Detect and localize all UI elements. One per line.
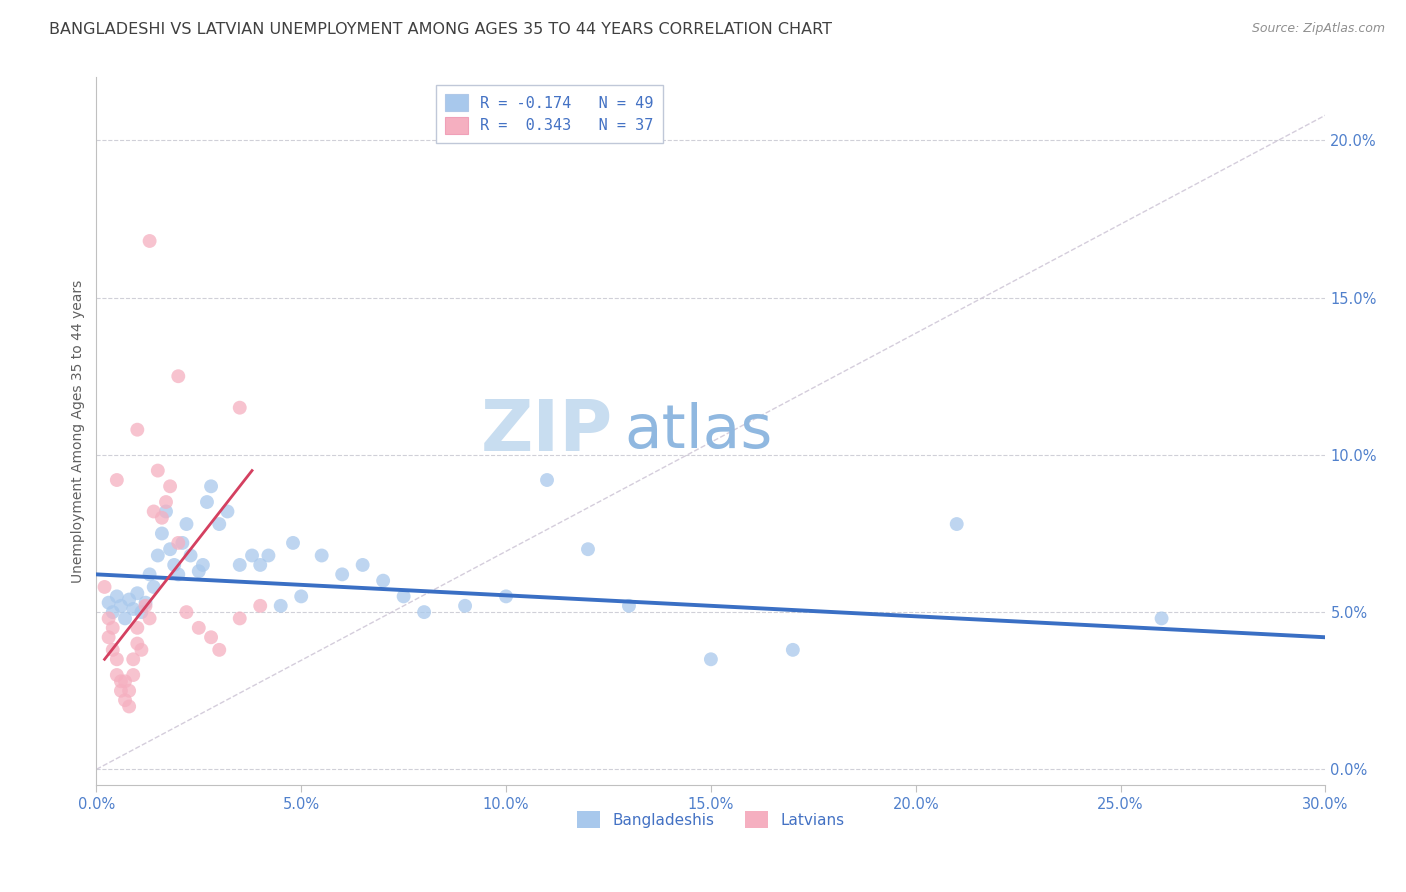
Point bbox=[392, 590, 415, 604]
Y-axis label: Unemployment Among Ages 35 to 44 years: Unemployment Among Ages 35 to 44 years bbox=[72, 279, 86, 582]
Point bbox=[167, 369, 190, 384]
Point bbox=[945, 516, 967, 531]
Point bbox=[229, 401, 252, 415]
Point bbox=[270, 599, 292, 613]
Point bbox=[413, 605, 436, 619]
Point bbox=[217, 504, 239, 518]
Point bbox=[240, 549, 263, 563]
Point bbox=[249, 558, 271, 572]
Point bbox=[93, 580, 115, 594]
Point bbox=[134, 596, 156, 610]
Text: atlas: atlas bbox=[624, 401, 773, 461]
Point bbox=[110, 683, 132, 698]
Point bbox=[536, 473, 558, 487]
Point bbox=[257, 549, 280, 563]
Point bbox=[249, 599, 271, 613]
Point bbox=[208, 643, 231, 657]
Legend: Bangladeshis, Latvians: Bangladeshis, Latvians bbox=[571, 805, 851, 834]
Point bbox=[311, 549, 333, 563]
Point bbox=[163, 558, 186, 572]
Point bbox=[167, 536, 190, 550]
Text: Source: ZipAtlas.com: Source: ZipAtlas.com bbox=[1251, 22, 1385, 36]
Point bbox=[150, 526, 173, 541]
Point bbox=[155, 495, 177, 509]
Point bbox=[134, 599, 156, 613]
Point bbox=[114, 693, 136, 707]
Point bbox=[97, 630, 120, 644]
Point bbox=[229, 558, 252, 572]
Point bbox=[195, 495, 218, 509]
Point bbox=[118, 683, 141, 698]
Point bbox=[172, 536, 194, 550]
Point bbox=[700, 652, 723, 666]
Point bbox=[138, 234, 160, 248]
Text: ZIP: ZIP bbox=[481, 397, 613, 466]
Point bbox=[101, 621, 124, 635]
Point bbox=[200, 630, 222, 644]
Point bbox=[105, 652, 128, 666]
Point bbox=[127, 621, 149, 635]
Point bbox=[122, 668, 145, 682]
Point bbox=[131, 643, 153, 657]
Point bbox=[110, 599, 132, 613]
Point bbox=[122, 602, 145, 616]
Point bbox=[105, 668, 128, 682]
Point bbox=[576, 542, 599, 557]
Text: BANGLADESHI VS LATVIAN UNEMPLOYMENT AMONG AGES 35 TO 44 YEARS CORRELATION CHART: BANGLADESHI VS LATVIAN UNEMPLOYMENT AMON… bbox=[49, 22, 832, 37]
Point bbox=[200, 479, 222, 493]
Point bbox=[187, 564, 209, 578]
Point bbox=[229, 611, 252, 625]
Point bbox=[352, 558, 374, 572]
Point bbox=[180, 549, 202, 563]
Point bbox=[454, 599, 477, 613]
Point bbox=[159, 542, 181, 557]
Point bbox=[127, 586, 149, 600]
Point bbox=[208, 516, 231, 531]
Point bbox=[281, 536, 304, 550]
Point bbox=[330, 567, 353, 582]
Point bbox=[127, 636, 149, 650]
Point bbox=[176, 516, 198, 531]
Point bbox=[142, 580, 165, 594]
Point bbox=[101, 643, 124, 657]
Point bbox=[617, 599, 640, 613]
Point bbox=[105, 590, 128, 604]
Point bbox=[373, 574, 395, 588]
Point bbox=[187, 621, 209, 635]
Point bbox=[97, 596, 120, 610]
Point bbox=[191, 558, 214, 572]
Point bbox=[97, 611, 120, 625]
Point bbox=[114, 674, 136, 689]
Point bbox=[118, 592, 141, 607]
Point bbox=[110, 674, 132, 689]
Point bbox=[159, 479, 181, 493]
Point bbox=[176, 605, 198, 619]
Point bbox=[142, 504, 165, 518]
Point bbox=[105, 473, 128, 487]
Point bbox=[146, 549, 169, 563]
Point bbox=[138, 567, 160, 582]
Point bbox=[131, 605, 153, 619]
Point bbox=[146, 464, 169, 478]
Point bbox=[122, 652, 145, 666]
Point bbox=[155, 504, 177, 518]
Point bbox=[495, 590, 517, 604]
Point bbox=[1150, 611, 1173, 625]
Point bbox=[127, 423, 149, 437]
Point bbox=[138, 611, 160, 625]
Point bbox=[150, 510, 173, 524]
Point bbox=[290, 590, 312, 604]
Point bbox=[118, 699, 141, 714]
Point bbox=[114, 611, 136, 625]
Point bbox=[167, 567, 190, 582]
Point bbox=[782, 643, 804, 657]
Point bbox=[101, 605, 124, 619]
